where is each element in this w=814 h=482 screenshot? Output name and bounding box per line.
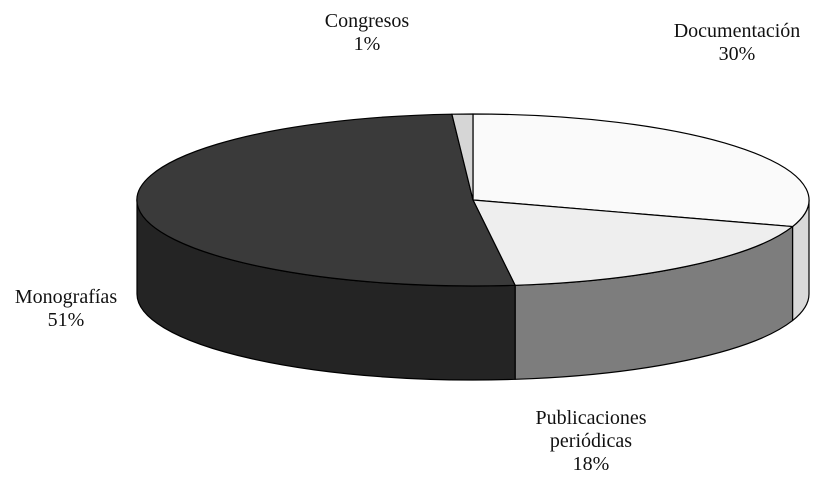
pie-sides xyxy=(136,199,810,381)
slice-value-congresos: 1% xyxy=(353,33,381,55)
slice-name-congresos: Congresos xyxy=(324,10,410,32)
slice-name-documentacion: Documentación xyxy=(673,20,801,42)
slice-value-documentacion: 30% xyxy=(718,43,756,65)
slice-label-congresos: Congresos 1% xyxy=(325,10,409,56)
slice-top-documentacion xyxy=(472,113,810,228)
slice-label-monografias: Monografías 51% xyxy=(15,286,117,332)
slice-name-monografias: Monografías xyxy=(14,286,118,308)
pie-tops xyxy=(136,113,810,287)
slice-label-documentacion: Documentación 30% xyxy=(674,20,801,66)
slice-name-publicaciones-2: periódicas xyxy=(549,430,633,452)
slice-name-publicaciones-1: Publicaciones xyxy=(535,407,647,429)
slice-top-publicaciones xyxy=(472,199,794,286)
slice-top-monografias xyxy=(136,113,516,287)
slice-label-publicaciones: Publicaciones periódicas 18% xyxy=(535,407,646,476)
slice-top-congresos xyxy=(451,113,474,201)
slice-value-publicaciones: 18% xyxy=(572,453,610,475)
slice-value-monografias: 51% xyxy=(47,309,85,331)
